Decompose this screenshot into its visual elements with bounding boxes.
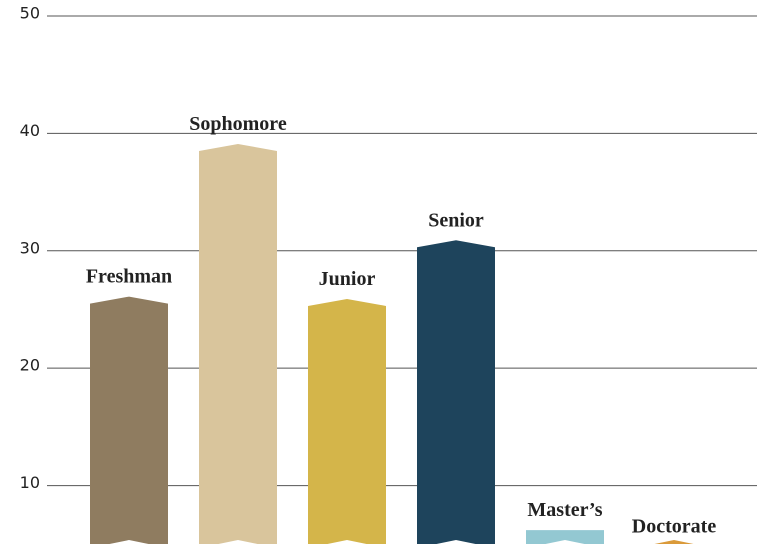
- bar-label: Freshman: [86, 266, 172, 288]
- bar-label: Doctorate: [632, 516, 717, 538]
- y-tick-label: 20: [20, 356, 40, 375]
- bar: [654, 540, 694, 544]
- bar-label: Master’s: [527, 499, 602, 521]
- bar: [199, 144, 277, 544]
- bar-label: Senior: [428, 209, 484, 231]
- bar-label: Junior: [319, 268, 376, 290]
- bar: [526, 530, 604, 544]
- bar: [90, 296, 168, 544]
- y-tick-label: 30: [20, 238, 40, 257]
- bar: [308, 298, 386, 544]
- y-tick-label: 10: [20, 473, 40, 492]
- bar: [417, 240, 495, 544]
- y-tick-label: 40: [20, 121, 40, 140]
- y-tick-label: 50: [20, 4, 40, 23]
- bar-label: Sophomore: [189, 113, 287, 135]
